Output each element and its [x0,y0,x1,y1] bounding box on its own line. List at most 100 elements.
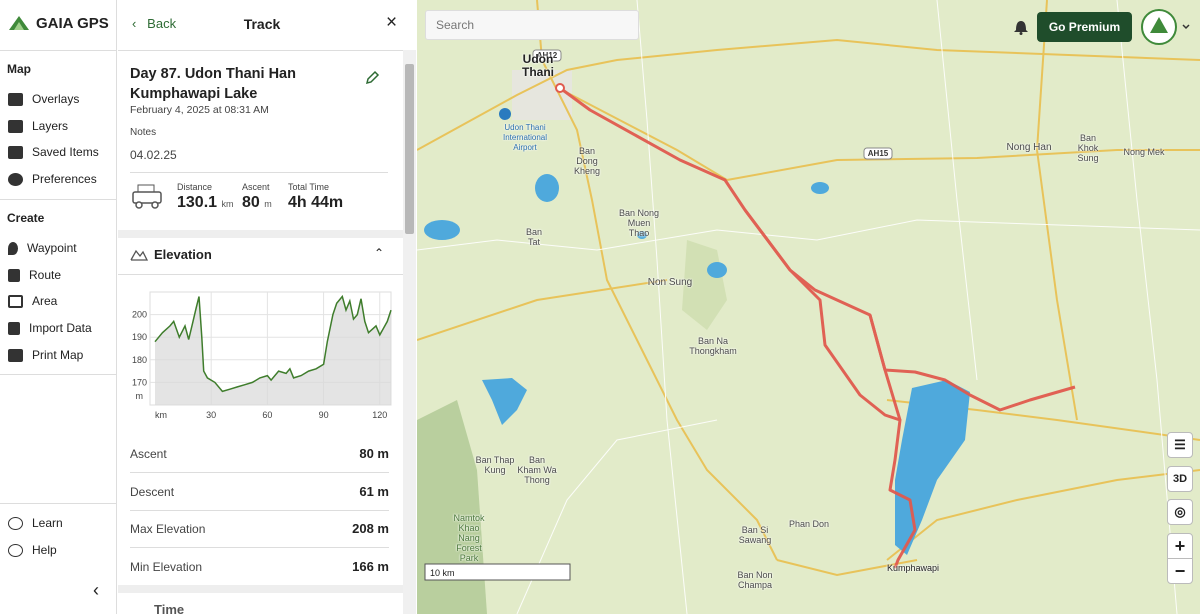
stat-value: 80 m [242,194,272,212]
lake [895,380,970,555]
map[interactable]: AH12 AH15 10 km Udon Thani Udon Thani In… [417,0,1200,614]
elevation-chart: 170 180 190 200 30 60 90 120 m km [132,291,392,420]
collapse-button[interactable]: ‹ [93,580,99,600]
menu-item[interactable]: Import Data [8,321,92,335]
detail-label: Min Elevation [130,560,203,574]
divider [0,199,117,200]
menu-label: Learn [32,516,63,530]
menu-item[interactable]: Route [8,268,61,282]
track-segment [559,86,1076,412]
menu-item[interactable]: Layers [8,119,68,133]
menu-item[interactable]: Area [8,294,57,308]
y-tick-label: 170 [132,377,147,387]
icon [8,348,23,362]
map-label: Ban Khok Sung [1077,133,1099,163]
menu-item[interactable]: Print Map [8,348,83,362]
track-name: Day 87. Udon Thani Han Kumphawapi Lake [130,66,296,102]
icon [8,241,18,255]
road [726,149,1200,181]
stat-label: Ascent [242,182,270,192]
map-label: Namtok Khao Nang Forest Park [453,513,485,563]
edit-button[interactable] [364,70,380,86]
menu-item[interactable]: Learn [8,516,63,530]
brand[interactable]: GAIA GPS [8,14,109,32]
stat-unit: km [221,199,234,209]
road-shield-label: AH12 [537,51,558,60]
menu-label: Layers [32,119,69,133]
section-title: Create [7,211,45,225]
road [936,0,978,381]
back-button[interactable]: ‹ Back [132,16,177,31]
zoom-in-button[interactable]: + [1167,533,1193,559]
3d-button[interactable]: 3D [1167,466,1193,492]
road [516,419,718,614]
y-unit-label: m [136,391,144,401]
brand-name: GAIA GPS [36,14,109,32]
road-shield-label: AH15 [868,149,889,158]
map-label: Udon Thani International Airport [502,123,548,152]
notes-label: Notes [130,127,157,138]
notifications-button[interactable] [1013,17,1029,35]
lake [424,220,460,240]
collapse-toggle[interactable]: ⌃ [374,246,385,260]
scrollbar-thumb[interactable] [405,64,414,234]
airport-icon [499,108,511,120]
icon [8,543,23,557]
urban-area [512,70,572,120]
road [536,0,778,561]
account-button[interactable] [1140,8,1196,46]
stat-number: 130.1 [177,194,218,211]
icon [8,172,23,186]
notes-text: 04.02.25 [130,148,177,162]
water [424,174,970,555]
back-label: Back [147,16,177,31]
track-panel: ‹ Back Track × Day 87. Udon Thani Han Ku… [118,0,416,614]
road [417,38,1200,151]
panel-title: Track [243,16,281,32]
forest [417,400,487,614]
menu-item[interactable]: Overlays [8,92,79,106]
map-label: Non Sung [647,277,693,288]
zoom-out-button[interactable]: − [1167,558,1193,584]
detail-label: Descent [130,485,175,499]
stat-label: Total Time [288,182,330,192]
map-label: Nong Han [1006,142,1052,153]
map-label: Ban Kham Wa Thong [517,455,557,485]
x-unit-label: km [155,410,167,420]
road [776,559,918,577]
map-label: Phan Don [788,519,830,529]
premium-button[interactable]: Go Premium [1037,12,1132,42]
section-gap [118,585,403,593]
section-title: Time [154,602,185,614]
elevation-area [155,296,391,405]
icon [8,145,23,159]
sidebar: GAIA GPS Map Overlays Layers Saved Items… [0,0,117,614]
detail-label: Max Elevation [130,522,206,536]
close-button[interactable]: × [386,12,398,33]
stat-number: 4h 44m [288,194,344,211]
road [886,469,1200,561]
detail-value: 166 m [352,559,389,574]
layers-list-button[interactable]: ☰ [1167,432,1193,458]
menu-item[interactable]: Saved Items [8,145,99,159]
menu-label: Waypoint [27,241,77,255]
road [417,219,1200,251]
menu-label: Print Map [32,348,84,362]
search-input[interactable]: Search [425,10,639,40]
map-label: Ban Nong Muen Thao [618,208,660,238]
menu-item[interactable]: Help [8,543,57,557]
track-start [555,83,565,93]
menu-item[interactable]: Preferences [8,172,97,186]
locate-button[interactable]: ◎ [1167,499,1193,525]
lake [482,378,527,425]
lake [637,231,647,239]
detail-label: Ascent [130,447,167,461]
menu-label: Area [32,294,58,308]
section-title: Elevation [154,247,212,262]
stat-label: Distance [177,182,213,192]
menu-item[interactable]: Waypoint [8,241,77,255]
road [1116,0,1178,614]
x-tick-label: 120 [372,410,387,420]
